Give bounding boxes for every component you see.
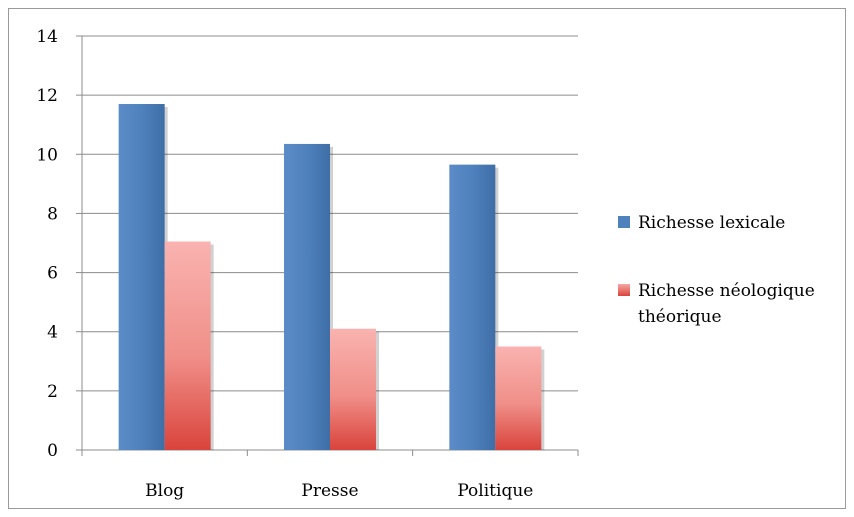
y-tick-label: 10 (36, 145, 58, 165)
bars (118, 104, 545, 450)
bar-neologique-politique (495, 346, 542, 450)
y-tick-label: 6 (47, 264, 58, 284)
legend-swatch-richesse-lexicale (618, 216, 630, 228)
legend-swatch-richesse-neologique (618, 284, 630, 296)
y-tick-label: 4 (47, 323, 58, 343)
y-tick-label: 0 (47, 441, 58, 461)
legend-label-richesse-lexicale: Richesse lexicale (638, 213, 785, 233)
x-tick-label-politique: Politique (457, 481, 533, 501)
legend: Richesse lexicale Richesse néologique théo… (618, 213, 815, 327)
x-tick-label-presse: Presse (301, 481, 358, 501)
bar-neologique-blog (164, 241, 211, 450)
bar-lexicale-presse (284, 143, 330, 450)
x-axis-tick-labels: Blog Presse Politique (145, 481, 533, 501)
x-tick-label-blog: Blog (145, 481, 184, 501)
y-tick-label: 12 (36, 86, 58, 106)
bar-lexicale-politique (449, 164, 496, 450)
y-tick-label: 14 (36, 27, 58, 47)
bar-lexicale-blog (118, 104, 165, 450)
y-tick-label: 2 (47, 382, 58, 402)
y-tick-label: 8 (47, 204, 58, 224)
bar-neologique-presse (330, 328, 376, 450)
y-axis-tick-labels: 0 2 4 6 8 10 12 14 (36, 27, 58, 461)
legend-label-richesse-neologique: Richesse néologique théorique (638, 281, 815, 327)
